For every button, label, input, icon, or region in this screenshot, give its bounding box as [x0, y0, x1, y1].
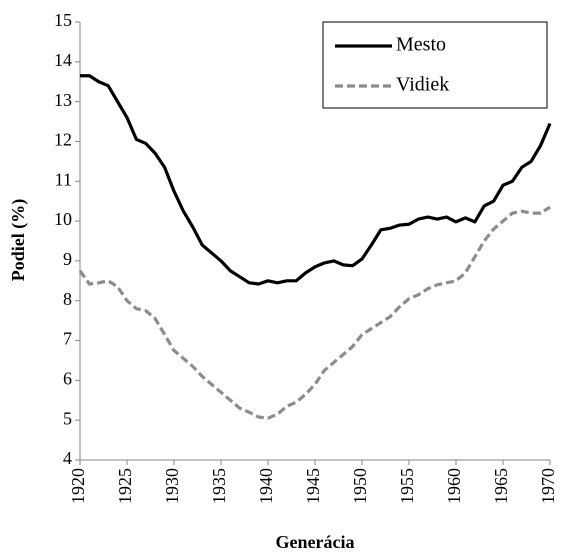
y-tick-label: 9	[63, 249, 72, 269]
y-tick-label: 13	[54, 90, 72, 110]
y-tick-label: 11	[55, 169, 72, 189]
legend-label: Vidiek	[396, 74, 449, 96]
y-tick-label: 7	[63, 329, 72, 349]
x-tick-label: 1970	[538, 468, 558, 504]
x-tick-label: 1930	[162, 468, 182, 504]
y-tick-label: 8	[63, 289, 72, 309]
x-tick-label: 1935	[209, 468, 229, 504]
x-tick-label: 1920	[68, 468, 88, 504]
legend-box	[322, 21, 548, 109]
x-tick-label: 1925	[115, 468, 135, 504]
y-tick-label: 6	[63, 368, 72, 388]
legend-label: Mesto	[396, 34, 446, 56]
x-tick-label: 1965	[491, 468, 511, 504]
y-tick-label: 5	[63, 408, 72, 428]
x-tick-label: 1960	[444, 468, 464, 504]
y-tick-label: 14	[54, 50, 72, 70]
x-tick-label: 1950	[350, 468, 370, 504]
x-tick-label: 1940	[256, 468, 276, 504]
y-tick-label: 15	[54, 10, 72, 30]
y-tick-label: 10	[54, 209, 72, 229]
x-axis-label: Generácia	[276, 532, 355, 552]
line-series	[80, 74, 552, 286]
y-axis-label: Podiel (%)	[8, 199, 29, 282]
y-tick-label: 12	[54, 130, 72, 150]
x-tick-label: 1945	[303, 468, 323, 504]
x-tick-label: 1955	[397, 468, 417, 504]
y-tick-label: 4	[63, 448, 72, 468]
line-series	[78, 205, 551, 420]
